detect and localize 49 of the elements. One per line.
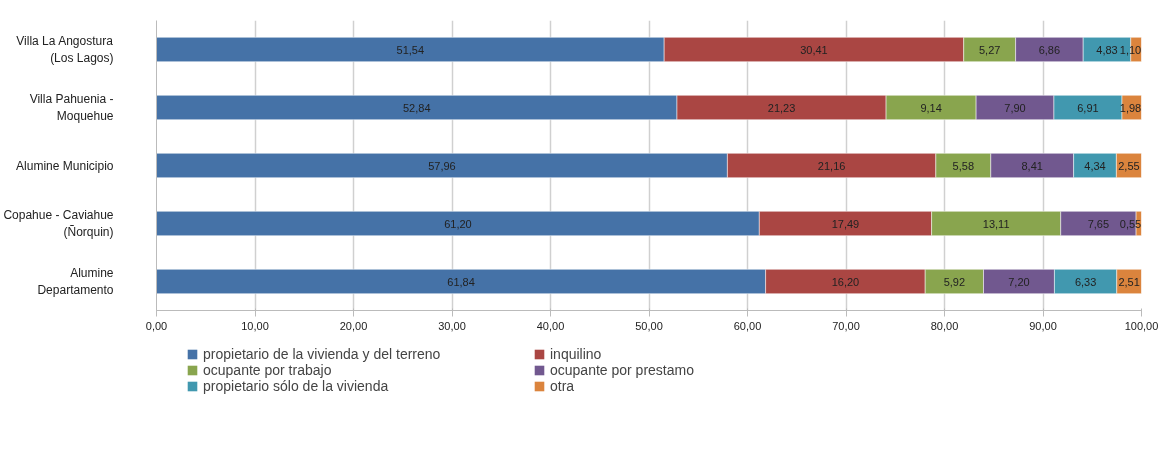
data-label: 17,49 [831,217,860,230]
y-tick-label: Alumine Departamento [37,266,114,297]
legend-label: otra [550,378,576,394]
data-label: 5,27 [978,43,1001,56]
x-tick-label: 90,00 [1029,319,1057,332]
legend-label: propietario de la vivienda y del terreno [203,346,442,362]
legend-label: inquilino [550,346,603,362]
data-label: 52,84 [402,101,431,114]
data-label: 4,34 [1084,159,1106,172]
y-tick-label: Copahue - Caviahue (Ñorquin) [3,208,114,239]
data-label: 6,91 [1077,101,1099,114]
data-label: 5,92 [943,275,966,288]
x-tick-label: 70,00 [832,319,860,332]
y-tick-label: Alumine Municipio [16,158,114,173]
legend-label: ocupante por trabajo [203,362,333,378]
data-label: 6,86 [1038,43,1061,56]
data-label: 16,20 [831,275,860,288]
x-tick-label: 80,00 [930,319,959,332]
data-label: 7,20 [1008,275,1030,288]
data-label: 61,20 [444,217,472,230]
data-label: 57,96 [428,159,456,172]
x-tick-label: 50,00 [635,319,663,332]
data-label: 30,41 [800,43,828,56]
data-label: 13,11 [982,217,1010,230]
x-tick-label: 60,00 [733,319,762,332]
data-label: 2,55 [1118,159,1140,172]
data-label: 21,23 [767,101,796,114]
x-tick-label: 100,00 [1124,319,1159,332]
data-label: 7,65 [1087,217,1110,230]
x-tick-label: 10,00 [241,319,269,332]
data-label: 7,90 [1004,101,1026,114]
data-label: 8,41 [1021,159,1043,172]
y-tick-label: Villa Pahuenia - Moquehue [29,92,114,123]
legend-label: propietario sólo de la vivienda [203,378,390,394]
data-label: 9,14 [920,101,942,114]
data-label: 21,16 [817,159,846,172]
data-label: 2,51 [1118,275,1140,288]
legend-label: ocupante por prestamo [550,362,695,378]
data-label: 4,83 [1096,43,1118,56]
y-tick-label: Villa La Angostura (Los Lagos) [16,34,114,65]
data-label: 5,58 [952,159,975,172]
x-tick-label: 30,00 [438,319,466,332]
x-tick-label: 20,00 [339,319,368,332]
data-label: 1,10 [1119,43,1142,56]
x-tick-label: 0,00 [145,319,168,332]
x-tick-label: 40,00 [536,319,565,332]
data-label: 61,84 [447,275,475,288]
data-label: 51,54 [396,43,425,56]
data-label: 6,33 [1074,275,1097,288]
